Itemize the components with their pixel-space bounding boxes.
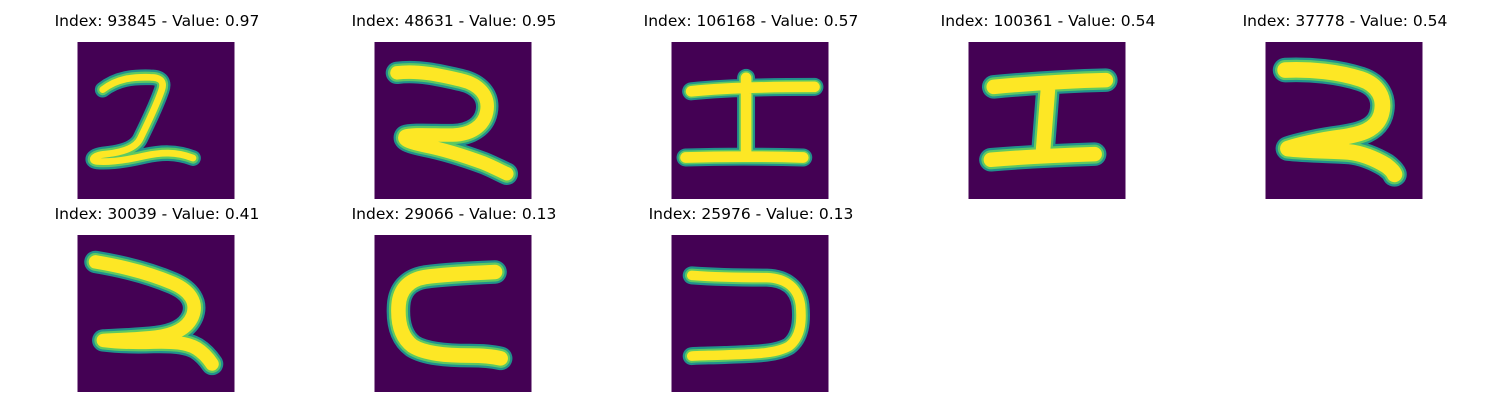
panel-1: Index: 93845 - Value: 0.97 [37, 10, 277, 199]
panel-title: Index: 37778 - Value: 0.54 [1242, 12, 1448, 30]
panel-8: Index: 25976 - Value: 0.13 [631, 203, 871, 392]
digit-image [374, 42, 532, 199]
panel-title: Index: 25976 - Value: 0.13 [648, 205, 854, 223]
digit-image [671, 42, 829, 199]
panel-7: Index: 29066 - Value: 0.13 [334, 203, 574, 392]
digit-image [77, 235, 235, 392]
panel-title: Index: 29066 - Value: 0.13 [351, 205, 557, 223]
panel-title: Index: 93845 - Value: 0.97 [54, 12, 260, 30]
panel-4: Index: 100361 - Value: 0.54 [928, 10, 1168, 199]
panel-5: Index: 37778 - Value: 0.54 [1225, 10, 1465, 199]
panel-title: Index: 100361 - Value: 0.54 [940, 12, 1156, 30]
digit-image [77, 42, 235, 199]
digit-image [1265, 42, 1423, 199]
digit-image [671, 235, 829, 392]
panel-2: Index: 48631 - Value: 0.95 [334, 10, 574, 199]
panel-title: Index: 48631 - Value: 0.95 [351, 12, 557, 30]
panel-title: Index: 106168 - Value: 0.57 [643, 12, 859, 30]
panel-3: Index: 106168 - Value: 0.57 [631, 10, 871, 199]
digit-image [374, 235, 532, 392]
panel-6: Index: 30039 - Value: 0.41 [37, 203, 277, 392]
digit-image [968, 42, 1126, 199]
panel-title: Index: 30039 - Value: 0.41 [54, 205, 260, 223]
